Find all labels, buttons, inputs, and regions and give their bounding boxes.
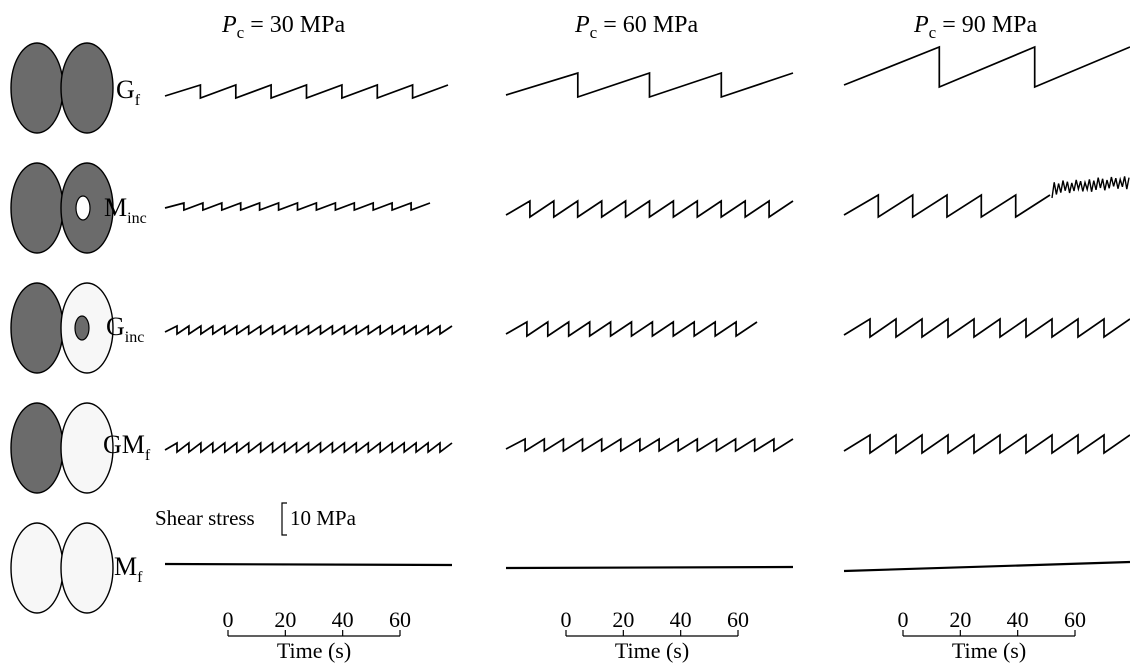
trace-gmf-30mpa (164, 441, 453, 454)
time-axis-tick-label: 20 (612, 607, 634, 632)
trace-gf-90mpa (843, 45, 1130, 89)
time-axes: 0 20 40 60 Time (s) 0 20 40 60 Time (s) 0 20 40 60 Tim… (223, 607, 1087, 663)
trace-minc-30mpa (164, 201, 431, 212)
scale-bar-label: Shear stress (155, 506, 255, 530)
trace-ginc-90mpa (843, 317, 1130, 339)
row-gf-right-ellipse (60, 42, 114, 134)
row-mf-left-ellipse (10, 522, 64, 614)
time-axis-tick-label: 60 (389, 607, 411, 632)
trace-ginc-30mpa (164, 324, 453, 336)
row-label-ginc: Ginc (106, 312, 144, 346)
trace-gmf-60mpa (505, 437, 794, 453)
time-axis-tick-label: 0 (561, 607, 572, 632)
sample-schematics (10, 42, 114, 614)
trace-mf-60mpa (505, 565, 794, 570)
row-label-mf: Mf (114, 552, 143, 586)
stick-slip-traces (164, 45, 1130, 573)
row-gf-left-ellipse (10, 42, 64, 134)
column-title-30mpa: Pc = 30 MPa (221, 12, 345, 42)
trace-minc-60mpa (505, 199, 794, 219)
column-title-60mpa: Pc = 60 MPa (574, 12, 698, 42)
time-axis-tick-label: 60 (1064, 607, 1086, 632)
time-axis-tick-label: 0 (898, 607, 909, 632)
time-axis-tick-label: 60 (727, 607, 749, 632)
time-axis-label: Time (s) (615, 638, 689, 663)
row-mf-right-ellipse (60, 522, 114, 614)
row-label-gmf: GMf (103, 430, 151, 464)
trace-minc-90mpa-unstable (1051, 176, 1130, 199)
trace-gf-30mpa (164, 83, 449, 100)
row-label-gf: Gf (116, 75, 141, 109)
time-axis-label: Time (s) (952, 638, 1026, 663)
row-ginc-inclusion (74, 315, 90, 341)
time-axis-tick-label: 40 (1007, 607, 1029, 632)
row-minc-inclusion (75, 195, 91, 221)
trace-mf-90mpa (843, 560, 1130, 573)
trace-ginc-60mpa (505, 320, 758, 338)
row-gmf-left-ellipse (10, 402, 64, 494)
row-gmf-right-ellipse (60, 402, 114, 494)
time-axis-label: Time (s) (277, 638, 351, 663)
row-ginc-left-ellipse (10, 282, 64, 374)
time-axis-tick-label: 40 (332, 607, 354, 632)
trace-minc-90mpa (843, 193, 1051, 219)
trace-gmf-90mpa (843, 433, 1130, 455)
trace-gf-60mpa (505, 71, 794, 99)
row-minc-left-ellipse (10, 162, 64, 254)
time-axis-tick-label: 20 (949, 607, 971, 632)
trace-mf-30mpa (164, 562, 453, 567)
row-label-minc: Minc (104, 193, 147, 227)
time-axis-tick-label: 20 (274, 607, 296, 632)
time-axis-tick-label: 40 (670, 607, 692, 632)
scale-bar-value: 10 MPa (290, 506, 357, 530)
scale-bar-bracket (281, 502, 287, 536)
column-title-90mpa: Pc = 90 MPa (913, 12, 1037, 42)
time-axis-tick-label: 0 (223, 607, 234, 632)
